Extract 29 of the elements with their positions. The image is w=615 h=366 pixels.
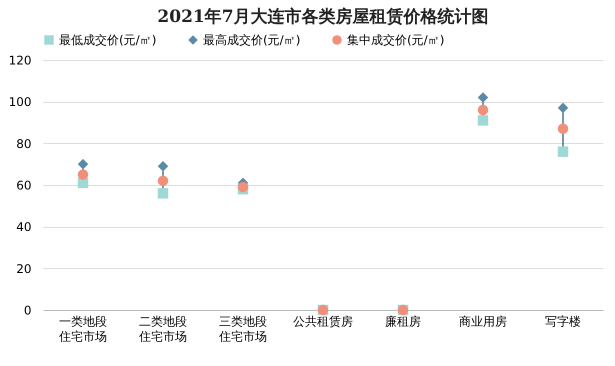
point [558, 146, 568, 157]
x-tick-label: 一类地段住宅市场 [58, 314, 107, 344]
point [558, 102, 568, 114]
y-tick-label: 20 [16, 262, 32, 276]
legend-label: 集中成交价(元/㎡) [347, 33, 444, 47]
y-tick-label: 80 [16, 136, 32, 151]
y-tick-label: 120 [8, 54, 32, 68]
x-tick-label: 三类地段住宅市场 [218, 314, 267, 344]
point [158, 188, 168, 199]
chart-title: 2021年7月大连市各类房屋租赁价格统计图 [157, 7, 489, 27]
point [478, 115, 488, 126]
y-tick-label: 100 [8, 95, 32, 110]
x-tick-label: 商业用房 [459, 314, 507, 328]
legend-label: 最高成交价(元/㎡) [203, 33, 300, 47]
point [478, 92, 488, 103]
x-tick-label: 廉租房 [385, 314, 421, 328]
point [558, 124, 568, 134]
point [158, 176, 168, 186]
legend-label: 最低成交价(元/㎡) [59, 33, 156, 47]
y-tick-label: 60 [16, 178, 32, 192]
point [78, 158, 88, 170]
y-tick-label: 40 [16, 220, 32, 234]
x-tick-label: 公共租赁房 [293, 314, 353, 328]
x-tick-label: 二类地段住宅市场 [138, 314, 187, 344]
x-tick-label: 写字楼 [545, 314, 581, 328]
point [478, 104, 488, 116]
y-tick-label: 0 [24, 304, 32, 318]
point [158, 161, 168, 172]
point [78, 169, 88, 180]
